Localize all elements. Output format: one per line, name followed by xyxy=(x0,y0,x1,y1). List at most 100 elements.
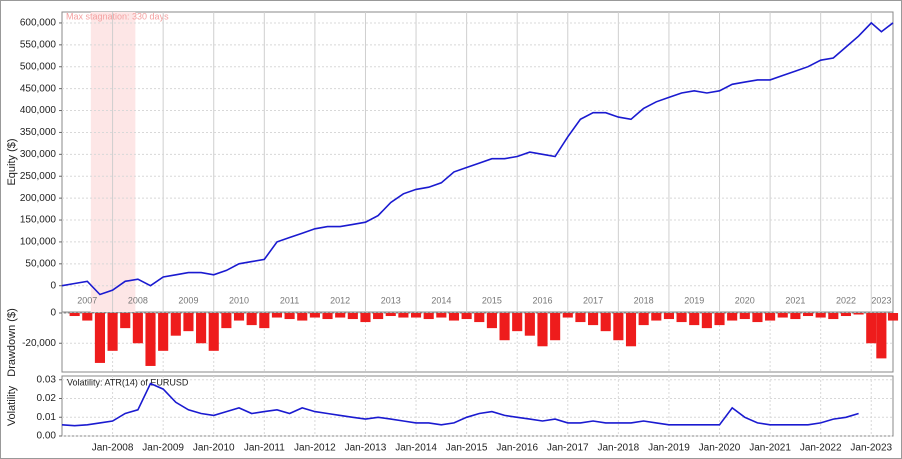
drawdown-bar xyxy=(145,313,156,366)
drawdown-bar xyxy=(790,313,801,320)
y-tick-label: 450,000 xyxy=(20,83,57,94)
drawdown-bar xyxy=(486,313,497,329)
drawdown-bar xyxy=(373,313,384,320)
drawdown-bar xyxy=(385,313,396,317)
year-label: 2022 xyxy=(836,295,856,305)
x-tick-label: Jan-2012 xyxy=(294,443,336,454)
drawdown-bar xyxy=(575,313,586,323)
drawdown-bar xyxy=(423,313,434,320)
drawdown-bar xyxy=(69,313,80,317)
drawdown-bar xyxy=(132,313,143,344)
y-tick-label: 300,000 xyxy=(20,149,57,160)
drawdown-bar xyxy=(158,313,169,351)
drawdown-bar xyxy=(651,313,662,321)
drawdown-bar xyxy=(714,313,725,326)
y-tick-label: 350,000 xyxy=(20,127,57,138)
drawdown-bar xyxy=(170,313,181,336)
drawdown-bar xyxy=(828,313,839,320)
year-label: 2014 xyxy=(431,295,451,305)
drawdown-bar xyxy=(474,313,485,323)
year-label: 2012 xyxy=(330,295,350,305)
drawdown-bar xyxy=(600,313,611,332)
year-label: 2010 xyxy=(229,295,249,305)
x-tick-label: Jan-2022 xyxy=(800,443,842,454)
drawdown-bar xyxy=(876,313,887,359)
drawdown-bar xyxy=(347,313,358,320)
drawdown-bar xyxy=(625,313,637,347)
drawdown-bar xyxy=(183,313,194,332)
drawdown-bar xyxy=(689,313,700,326)
year-label: 2018 xyxy=(634,295,654,305)
year-label: 2023 xyxy=(871,295,891,305)
y-axis-label: Drawdown ($) xyxy=(6,308,18,376)
plot-area xyxy=(61,375,894,437)
x-tick-label: Jan-2008 xyxy=(92,443,134,454)
drawdown-bar xyxy=(208,313,219,351)
drawdown-bar xyxy=(815,313,826,318)
drawdown-bar xyxy=(887,313,899,321)
year-label: 2007 xyxy=(77,295,97,305)
drawdown-bar xyxy=(562,313,573,318)
year-label: 2015 xyxy=(482,295,502,305)
y-tick-label: 0 xyxy=(50,280,56,291)
drawdown-bar xyxy=(221,313,232,329)
x-tick-label: Jan-2011 xyxy=(244,443,285,454)
year-label: 2017 xyxy=(583,295,603,305)
year-label: 2016 xyxy=(532,295,552,305)
drawdown-bar xyxy=(94,313,105,363)
drawdown-bar xyxy=(284,313,295,320)
drawdown-bar xyxy=(436,313,447,318)
y-tick-label: -20,000 xyxy=(22,338,56,349)
drawdown-bar xyxy=(271,313,283,318)
data-line xyxy=(61,382,859,427)
x-tick-label: Jan-2014 xyxy=(395,443,437,454)
year-label: 2013 xyxy=(381,295,401,305)
y-axis-label: Equity ($) xyxy=(6,138,18,185)
y-tick-label: 0.00 xyxy=(37,431,57,442)
drawdown-bar xyxy=(765,313,776,321)
year-label: 2008 xyxy=(128,295,148,305)
drawdown-bar xyxy=(360,313,371,323)
drawdown-bar xyxy=(777,313,788,318)
y-tick-label: 0.01 xyxy=(37,412,57,423)
drawdown-bar xyxy=(752,313,763,323)
x-tick-label: Jan-2009 xyxy=(142,443,184,454)
y-tick-label: 600,000 xyxy=(20,18,57,29)
drawdown-bar xyxy=(398,313,409,318)
drawdown-bar xyxy=(802,313,814,317)
year-label: 2021 xyxy=(785,295,805,305)
x-tick-label: Jan-2015 xyxy=(446,443,488,454)
drawdown-bar xyxy=(322,313,333,320)
y-tick-label: 0 xyxy=(50,308,56,319)
x-tick-label: Jan-2016 xyxy=(496,443,538,454)
year-label: 2020 xyxy=(735,295,755,305)
drawdown-bar xyxy=(499,313,510,341)
drawdown-bar xyxy=(259,313,270,329)
drawdown-bar xyxy=(537,313,548,347)
x-tick-label: Jan-2019 xyxy=(648,443,690,454)
x-tick-label: Jan-2013 xyxy=(345,443,387,454)
drawdown-bar xyxy=(120,313,131,329)
y-tick-label: 0.03 xyxy=(37,374,57,385)
drawdown-bar xyxy=(550,313,561,341)
drawdown-bar xyxy=(335,313,346,318)
y-tick-label: 400,000 xyxy=(20,105,57,116)
y-tick-label: 50,000 xyxy=(25,258,56,269)
y-tick-label: 100,000 xyxy=(20,237,57,248)
x-tick-label: Jan-2023 xyxy=(850,443,892,454)
data-line xyxy=(61,21,894,296)
x-tick-label: Jan-2017 xyxy=(547,443,589,454)
drawdown-bar xyxy=(853,313,864,315)
year-label: 2011 xyxy=(280,295,299,305)
drawdown-bar xyxy=(676,313,687,323)
y-tick-label: 250,000 xyxy=(20,171,57,182)
y-tick-label: 550,000 xyxy=(20,39,57,50)
drawdown-bar xyxy=(524,313,535,336)
panel-title: Volatility: ATR(14) of EURUSD xyxy=(67,377,189,387)
drawdown-bar xyxy=(866,313,877,344)
drawdown-bar xyxy=(613,313,624,341)
y-tick-label: 200,000 xyxy=(20,193,57,204)
drawdown-bar xyxy=(107,313,118,351)
x-tick-label: Jan-2018 xyxy=(598,443,640,454)
